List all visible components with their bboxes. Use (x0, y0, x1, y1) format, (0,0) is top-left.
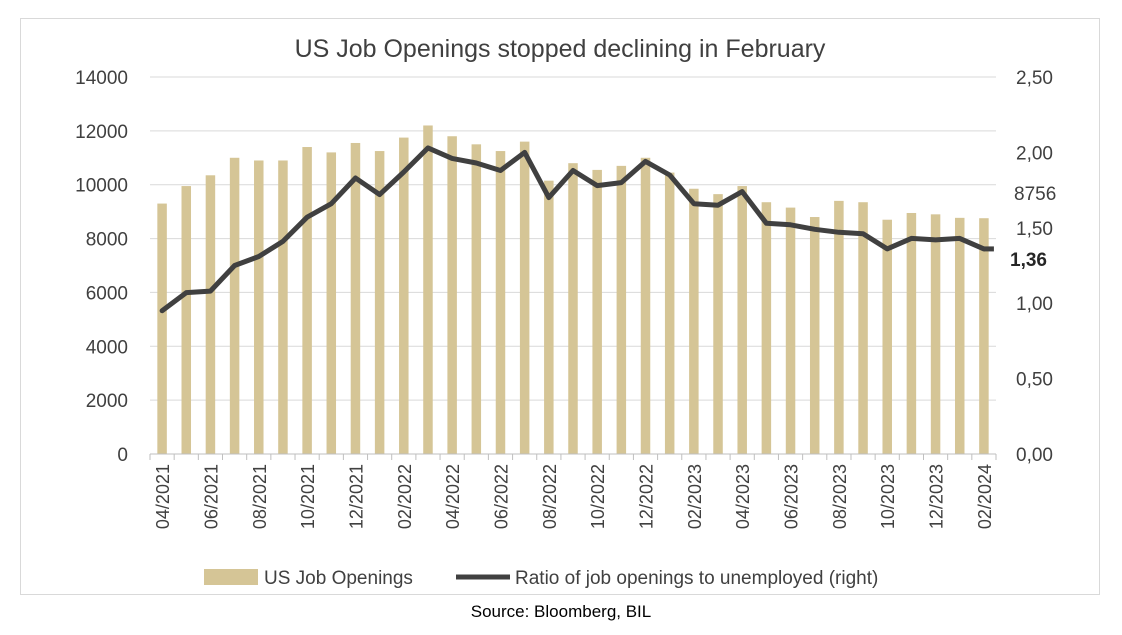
y-left-tick-label: 4000 (86, 337, 128, 358)
bar-job-openings (906, 212, 917, 454)
bars (157, 125, 989, 455)
bar-job-openings (979, 218, 989, 454)
bar-job-openings (495, 151, 506, 454)
bar-job-openings (350, 142, 361, 454)
chart-frame (20, 18, 1100, 595)
y-left-tick-label: 2000 (86, 391, 128, 412)
bar-job-openings (205, 175, 216, 454)
bar-job-openings (181, 186, 192, 454)
legend-label-job-openings: US Job Openings (264, 568, 413, 589)
y-right-tick-label: 2,50 (1016, 68, 1053, 89)
x-tick-label: 10/2023 (878, 464, 898, 529)
bar-job-openings (326, 152, 337, 454)
x-tick-label: 04/2022 (443, 464, 463, 529)
bar-job-openings (423, 125, 433, 454)
x-tick-label: 12/2022 (637, 464, 657, 529)
y-left-tick-label: 0 (117, 445, 128, 466)
y-left-tick-label: 10000 (75, 176, 128, 197)
bar-job-openings (761, 202, 772, 454)
bar-job-openings (954, 217, 965, 454)
x-tick-label: 06/2022 (491, 464, 511, 529)
bar-job-openings (374, 151, 385, 454)
legend: US Job Openings Ratio of job openings to… (204, 568, 878, 589)
y-right-tick-label: 0,00 (1016, 445, 1053, 466)
last-bar-value-label: 8756 (1014, 184, 1056, 205)
y-right-tick-label: 0,50 (1016, 370, 1053, 391)
chart-title: US Job Openings stopped declining in Feb… (295, 35, 826, 63)
bar-job-openings (785, 207, 796, 454)
bar-job-openings (399, 137, 409, 454)
x-tick-label: 10/2022 (588, 464, 608, 529)
y-right-tick-label: 1,50 (1016, 219, 1053, 240)
bar-job-openings (858, 202, 868, 454)
x-tick-label: 08/2021 (250, 464, 270, 529)
legend-label-ratio: Ratio of job openings to unemployed (rig… (515, 568, 878, 589)
bar-job-openings (640, 157, 651, 455)
bar-job-openings (447, 136, 457, 454)
x-tick-label: 02/2023 (685, 464, 705, 529)
bar-job-openings (616, 165, 627, 454)
bar-job-openings (229, 157, 240, 455)
bar-job-openings (254, 160, 264, 454)
x-tick-label: 06/2021 (201, 464, 221, 529)
y-left-tick-label: 8000 (86, 230, 128, 251)
last-ratio-value-label: 1,36 (1010, 250, 1047, 271)
bar-job-openings (809, 217, 820, 454)
bar-job-openings (713, 194, 723, 454)
chart: 0 2000 4000 6000 8000 10000 12000 14000 0,00 0,50… (75, 35, 1056, 589)
bar-job-openings (519, 141, 530, 454)
x-tick-label: 04/2021 (153, 464, 173, 529)
legend-swatch-job-openings (204, 569, 258, 585)
bar-job-openings (882, 219, 892, 454)
bar-job-openings (664, 172, 675, 454)
ratio-line (159, 145, 987, 314)
x-tick-label: 06/2023 (782, 464, 802, 529)
bar-job-openings (302, 147, 312, 454)
axes: 0 2000 4000 6000 8000 10000 12000 14000 0,00 0,50… (75, 68, 1053, 529)
x-tick-label: 10/2021 (298, 464, 318, 529)
y-right-tick-label: 2,00 (1016, 143, 1053, 164)
source-note: Source: Bloomberg, BIL (470, 602, 652, 621)
ratio-line-layer (159, 145, 994, 314)
x-tick-label: 08/2022 (540, 464, 560, 529)
bar-job-openings (568, 163, 578, 454)
bar-job-openings (737, 186, 747, 454)
bar-job-openings (834, 200, 844, 454)
y-left-tick-label: 6000 (86, 283, 128, 304)
x-tick-label: 02/2022 (395, 464, 415, 529)
y-left-tick-label: 14000 (75, 68, 128, 89)
x-tick-label: 12/2021 (346, 464, 366, 529)
x-tick-label: 08/2023 (830, 464, 850, 529)
bar-job-openings (689, 188, 699, 454)
x-tick-label: 04/2023 (733, 464, 753, 529)
bar-job-openings (544, 180, 554, 455)
bar-job-openings (157, 203, 167, 454)
y-right-tick-label: 1,00 (1016, 294, 1053, 315)
bar-job-openings (930, 214, 941, 454)
x-tick-label: 12/2023 (927, 464, 947, 529)
bar-job-openings (471, 144, 482, 455)
bar-job-openings (592, 169, 602, 454)
bar-job-openings (278, 160, 288, 454)
y-left-tick-label: 12000 (75, 122, 128, 143)
x-tick-label: 02/2024 (975, 464, 995, 529)
